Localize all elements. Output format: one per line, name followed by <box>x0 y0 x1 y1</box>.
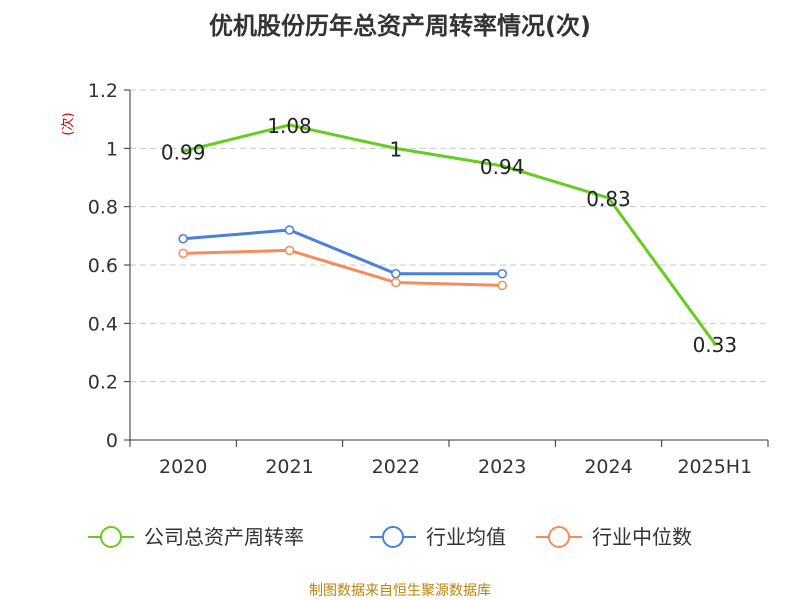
x-tick-label: 2021 <box>265 456 313 478</box>
data-point <box>712 341 717 346</box>
data-point <box>606 195 611 200</box>
series-line <box>183 228 503 276</box>
x-tick-label: 2024 <box>584 456 632 478</box>
x-tick-label: 2023 <box>478 456 526 478</box>
series-2 <box>178 245 507 291</box>
x-tick-label: 2020 <box>159 456 207 478</box>
data-label: 0.94 <box>480 155 525 179</box>
y-tick-label: 0 <box>106 430 118 452</box>
series-line <box>182 123 717 345</box>
y-tick-label: 1 <box>106 138 118 160</box>
series-1 <box>178 225 507 279</box>
y-tick-label: 1.2 <box>88 80 118 102</box>
grid-lines <box>130 89 768 383</box>
legend[interactable]: 公司总资产周转率 行业均值 行业中位数 <box>88 525 692 549</box>
data-point <box>178 248 188 259</box>
series-line <box>183 248 503 287</box>
data-label: 0.33 <box>693 333 738 357</box>
legend-swatch-marker <box>548 526 570 548</box>
data-point <box>178 234 188 244</box>
x-tick-label: 2022 <box>372 456 420 478</box>
source-note: 制图数据来自恒生聚源数据库 <box>309 583 491 599</box>
data-point <box>497 269 507 279</box>
data-point <box>497 280 507 291</box>
axes: 0 0.2 0.4 0.6 0.8 1 1.2 2020 2021 2022 2023 2024 202… <box>88 80 769 478</box>
y-tick-label: 0.2 <box>88 372 118 394</box>
legend-label: 行业均值 <box>426 525 506 549</box>
y-tick-label: 0.8 <box>88 197 118 219</box>
legend-swatch-marker <box>382 526 404 548</box>
y-tick-label: 0.4 <box>88 313 118 335</box>
series-layer: 0.99 1.08 1 0.94 0.83 0.33 <box>161 114 737 357</box>
y-tick-label: 0.6 <box>88 255 118 277</box>
x-tick-label: 2025H1 <box>677 456 752 478</box>
data-point <box>284 245 295 256</box>
chart-title: 优机股份历年总资产周转率情况(次) <box>209 12 591 40</box>
data-point <box>284 225 295 235</box>
y-unit-label: (次) <box>60 112 76 135</box>
data-label: 1.08 <box>267 114 312 138</box>
legend-item[interactable]: 行业均值 <box>370 525 506 549</box>
data-label: 1 <box>389 137 402 161</box>
legend-item[interactable]: 行业中位数 <box>536 525 692 549</box>
data-point <box>393 146 398 151</box>
series-0: 0.99 1.08 1 0.94 0.83 0.33 <box>161 114 737 357</box>
data-label: 0.83 <box>586 187 631 211</box>
data-point <box>181 149 186 154</box>
data-point <box>391 277 401 288</box>
data-point <box>391 269 401 279</box>
data-label: 0.99 <box>161 140 206 164</box>
legend-label: 行业中位数 <box>592 525 692 549</box>
data-point <box>500 163 505 168</box>
legend-item[interactable]: 公司总资产周转率 <box>88 525 304 549</box>
data-point <box>287 123 292 127</box>
legend-label: 公司总资产周转率 <box>144 525 304 549</box>
legend-swatch-marker <box>100 526 122 548</box>
